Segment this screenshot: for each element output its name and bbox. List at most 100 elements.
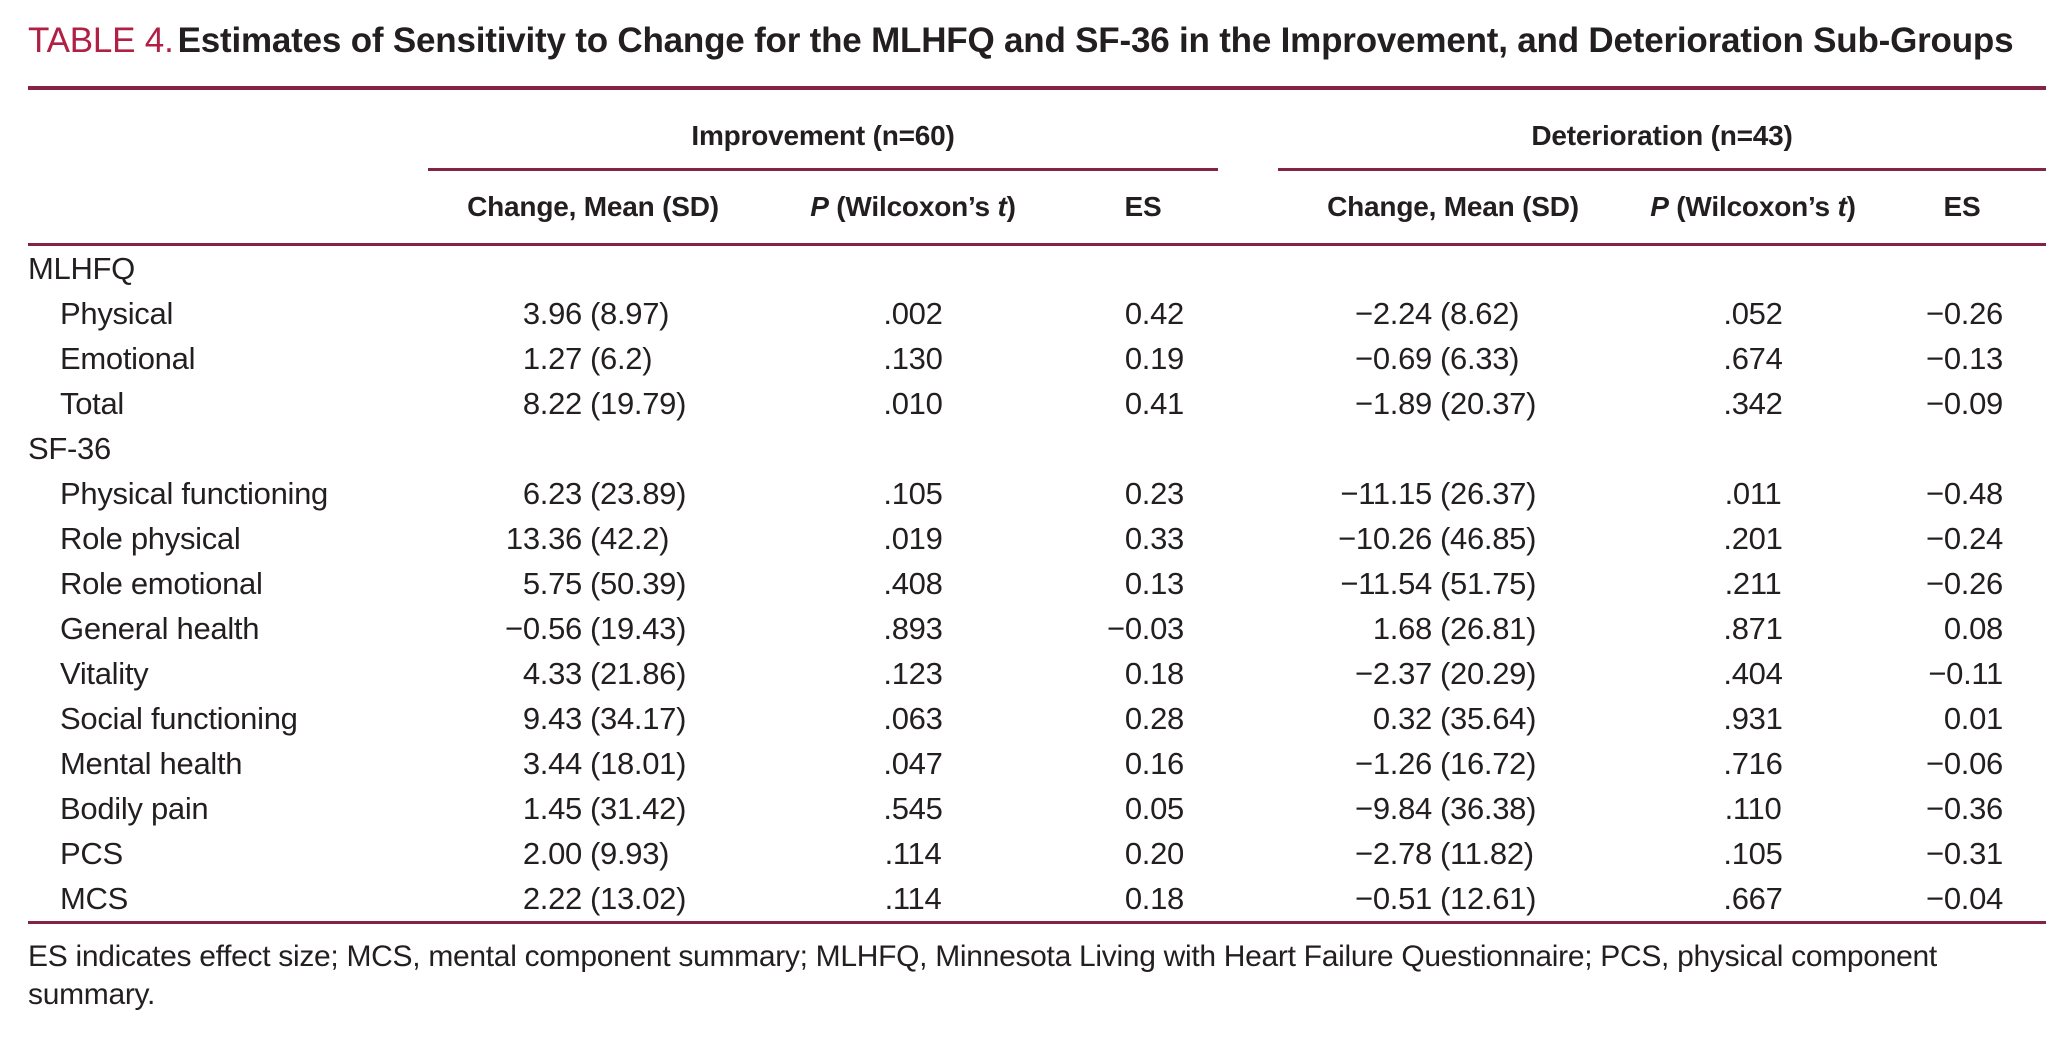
change-mean-sd-cell: −11.15 (26.37): [1278, 471, 1628, 516]
gap-cell: [1218, 786, 1278, 831]
es-value-cell: −0.06: [1878, 741, 2046, 786]
gap-cell: [1218, 471, 1278, 516]
es-value: 0.23: [1124, 476, 1184, 511]
es-value: 0.19: [1124, 341, 1184, 376]
row-label: Social functioning: [60, 701, 298, 736]
table-row: Social functioning 9.43 (34.17) .063 0.28 0.3…: [28, 696, 2046, 741]
table-row: Physical 3.96 (8.97) .002 0.42 −2.24 (8.62) .05…: [28, 291, 2046, 336]
p-value-cell: .105: [1723, 836, 1783, 871]
change-mean-value: −11.54: [1340, 566, 1432, 601]
change-sd-value: (13.02): [590, 881, 687, 916]
es-value: 0.41: [1124, 386, 1184, 421]
p-value-cell: .130: [883, 341, 943, 376]
change-mean-sd-cell: 3.44 (18.01): [428, 741, 758, 786]
es-value: 0.18: [1124, 881, 1184, 916]
es-value-cell: −0.26: [1878, 561, 2046, 606]
change-sd-value: (26.37): [1440, 476, 1537, 511]
group-gap-cell: [1218, 169, 1278, 246]
p-value-cell: .404: [1723, 656, 1783, 691]
change-sd-value: (31.42): [590, 791, 687, 826]
es-value-cell: −0.09: [1878, 381, 2046, 426]
p-value-cell: .893: [883, 611, 943, 646]
es-value: 0.28: [1124, 701, 1184, 736]
es-value-cell: −0.36: [1878, 786, 2046, 831]
p-value-cell: .667: [1723, 881, 1783, 916]
p-value-cell: .063: [883, 701, 943, 736]
change-mean-sd-cell: 0.32 (35.64): [1278, 696, 1628, 741]
section-row: MLHFQ: [28, 245, 2046, 292]
p-value-cell: .871: [1723, 611, 1783, 646]
es-value-cell: 0.16: [1068, 741, 1218, 786]
table-title: TABLE 4. Estimates of Sensitivity to Chan…: [28, 16, 2038, 66]
group-header-deterioration: Deterioration (n=43): [1278, 88, 2046, 171]
change-sd-value: (6.33): [1440, 341, 1520, 376]
change-mean-value: −1.89: [1355, 386, 1432, 421]
blank-header-cell: [28, 169, 428, 246]
change-sd-value: (8.97): [590, 296, 670, 331]
es-value: −0.13: [1926, 341, 2003, 376]
gap-cell: [1218, 651, 1278, 696]
change-sd-value: (21.86): [590, 656, 687, 691]
gap-cell: [1218, 606, 1278, 651]
gap-cell: [1218, 516, 1278, 561]
change-sd-value: (11.82): [1440, 836, 1534, 871]
change-mean-sd-cell: −0.51 (12.61): [1278, 876, 1628, 923]
table-footnote: ES indicates effect size; MCS, mental co…: [28, 940, 1937, 1011]
p-label-close: ): [1846, 191, 1856, 222]
p-value-cell: .342: [1723, 386, 1783, 421]
es-value-cell: 0.05: [1068, 786, 1218, 831]
p-value-cell: .114: [884, 836, 942, 871]
es-value: −0.36: [1926, 791, 2003, 826]
change-mean-sd-cell: 6.23 (23.89): [428, 471, 758, 516]
p-value-cell: .047: [883, 746, 943, 781]
section-label: MLHFQ: [28, 251, 136, 286]
gap-cell: [1218, 336, 1278, 381]
es-value-cell: 0.20: [1068, 831, 1218, 876]
es-value: 0.20: [1124, 836, 1184, 871]
es-value-cell: 0.28: [1068, 696, 1218, 741]
gap-cell: [1218, 696, 1278, 741]
change-mean-sd-cell: 2.22 (13.02): [428, 876, 758, 923]
p-value-cell: .408: [883, 566, 943, 601]
es-value-cell: −0.13: [1878, 336, 2046, 381]
change-mean-value: 5.75: [522, 566, 582, 601]
col-header-p-deterioration: P (Wilcoxon’s t): [1628, 169, 1878, 246]
row-label: Emotional: [60, 341, 196, 376]
table-row: Mental health 3.44 (18.01) .047 0.16 −1.26 (16…: [28, 741, 2046, 786]
table-number-label: TABLE 4.: [28, 21, 174, 60]
es-value-cell: 0.08: [1878, 606, 2046, 651]
row-label: Physical functioning: [60, 476, 328, 511]
es-value: 0.33: [1124, 521, 1184, 556]
change-mean-sd-cell: 1.68 (26.81): [1278, 606, 1628, 651]
es-value: −0.31: [1926, 836, 2003, 871]
change-sd-value: (18.01): [590, 746, 687, 781]
p-value-cell: .114: [884, 881, 942, 916]
es-value-cell: 0.42: [1068, 291, 1218, 336]
p-label-close: ): [1006, 191, 1016, 222]
change-sd-value: (26.81): [1440, 611, 1537, 646]
es-value: 0.42: [1124, 296, 1184, 331]
change-mean-sd-cell: 8.22 (19.79): [428, 381, 758, 426]
change-mean-sd-cell: −10.26 (46.85): [1278, 516, 1628, 561]
es-value: −0.06: [1926, 746, 2003, 781]
section-label: SF-36: [28, 431, 111, 466]
change-mean-value: 0.32: [1372, 701, 1432, 736]
p-symbol: P: [810, 191, 829, 222]
change-mean-sd-cell: −2.24 (8.62): [1278, 291, 1628, 336]
es-value-cell: −0.48: [1878, 471, 2046, 516]
change-mean-value: −11.15: [1340, 476, 1432, 511]
es-value: −0.09: [1926, 386, 2003, 421]
change-sd-value: (20.29): [1440, 656, 1537, 691]
table-row: General health −0.56 (19.43) .893 −0.03 1.68(…: [28, 606, 2046, 651]
sensitivity-table: Improvement (n=60) Deterioration (n=43) …: [28, 86, 2046, 924]
change-mean-sd-cell: −0.69 (6.33): [1278, 336, 1628, 381]
es-value: −0.26: [1926, 566, 2003, 601]
table-body: MLHFQ Physical 3.96 (8.97) .002 0.42 −2.24 (8.6…: [28, 245, 2046, 923]
change-mean-value: −0.69: [1355, 341, 1432, 376]
change-mean-value: 1.68: [1372, 611, 1432, 646]
p-value-cell: .052: [1723, 296, 1783, 331]
gap-cell: [1218, 291, 1278, 336]
change-sd-value: (23.89): [590, 476, 687, 511]
group-header-improvement: Improvement (n=60): [428, 88, 1218, 171]
